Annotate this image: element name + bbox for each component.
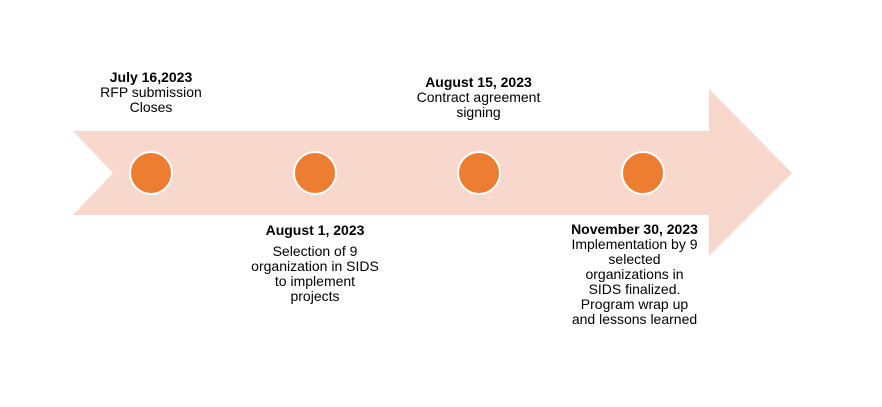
milestone-date: August 1, 2023	[265, 222, 365, 238]
timeline-arrow	[73, 89, 792, 256]
milestone-description: Implementation by 9 selected organizatio…	[571, 236, 698, 327]
milestone-dot-1	[129, 151, 173, 195]
milestone-dot-3	[457, 151, 501, 195]
milestone-date: July 16,2023	[109, 69, 193, 85]
milestone-label-4: November 30, 2023 Implementation by 9 se…	[557, 222, 712, 327]
milestone-dot-2	[293, 151, 337, 195]
milestone-date: August 15, 2023	[425, 74, 532, 90]
milestone-date: November 30, 2023	[571, 221, 698, 237]
milestone-description: Contract agreement signing	[416, 89, 541, 120]
milestone-dot-4	[621, 151, 665, 195]
milestone-description: Selection of 9 organization in SIDS to i…	[251, 243, 379, 304]
milestone-label-1: July 16,2023 RFP submission Closes	[86, 70, 216, 115]
milestone-description: RFP submission Closes	[100, 84, 202, 115]
milestone-label-3: August 15, 2023 Contract agreement signi…	[396, 75, 561, 120]
milestone-label-2: August 1, 2023 Selection of 9 organizati…	[240, 223, 390, 304]
